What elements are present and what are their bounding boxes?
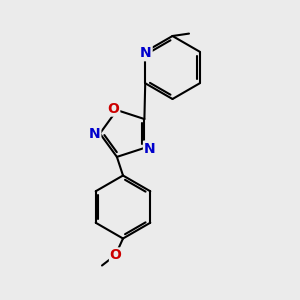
Text: N: N [144,142,156,156]
Text: N: N [140,46,152,60]
Text: O: O [110,248,122,262]
Text: N: N [89,127,100,141]
Text: O: O [107,102,119,116]
